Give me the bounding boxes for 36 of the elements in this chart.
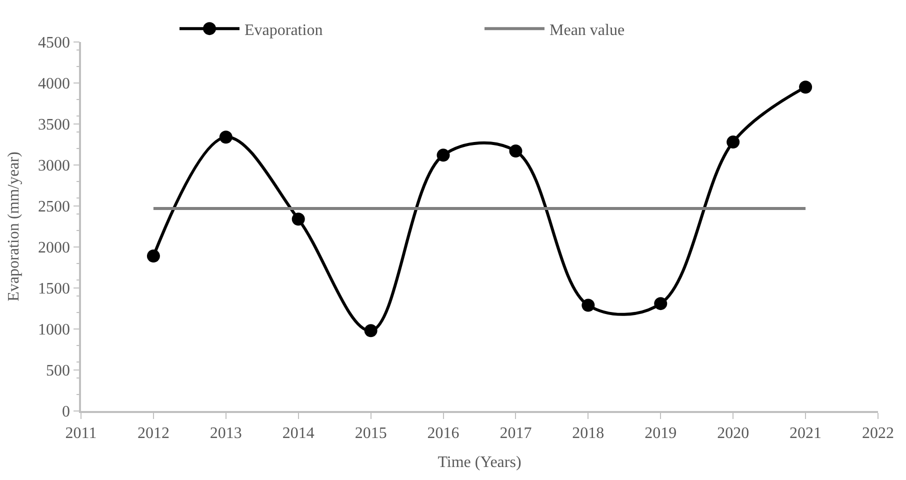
x-tick-label: 2012 [137,424,170,442]
y-tick-label: 0 [62,404,70,421]
y-tick-label: 1500 [38,280,70,298]
y-axis-title: Evaporation (mm/year) [5,152,22,302]
y-tick-label: 500 [46,362,70,380]
point [146,250,160,263]
x-tick-label: 2022 [862,424,894,442]
point [726,136,740,149]
x-tick-label: 2017 [500,424,532,442]
x-tick-label: 2013 [210,424,242,442]
y-tick-label: 4000 [38,76,70,93]
y-tick-label: 4500 [38,34,70,52]
y-tick-label: 3000 [38,158,70,175]
y-tick-label: 3500 [38,116,70,134]
y-tick-label: 2500 [38,198,70,216]
legend-label: Evaporation [244,22,323,39]
x-tick-label: 2014 [282,424,314,442]
point [509,144,522,158]
x-axis-title: Time (Years) [438,454,522,472]
point [219,130,232,144]
x-tick-label: 2019 [644,424,677,442]
y-tick-label: 2000 [38,240,70,257]
x-tick-label: 2015 [354,424,387,442]
x-tick-label: 2020 [717,424,750,442]
x-tick-label: 2011 [65,424,97,442]
y-tick-label: 1000 [38,322,70,339]
x-tick-label: 2021 [790,424,822,442]
legend-label: Mean value [550,22,625,39]
x-tick-label: 2016 [427,424,460,442]
point [436,148,450,162]
point [799,80,812,94]
x-tick-label: 2018 [572,424,604,442]
point [364,324,378,338]
point [582,298,595,312]
point [654,297,668,310]
point [292,212,305,226]
